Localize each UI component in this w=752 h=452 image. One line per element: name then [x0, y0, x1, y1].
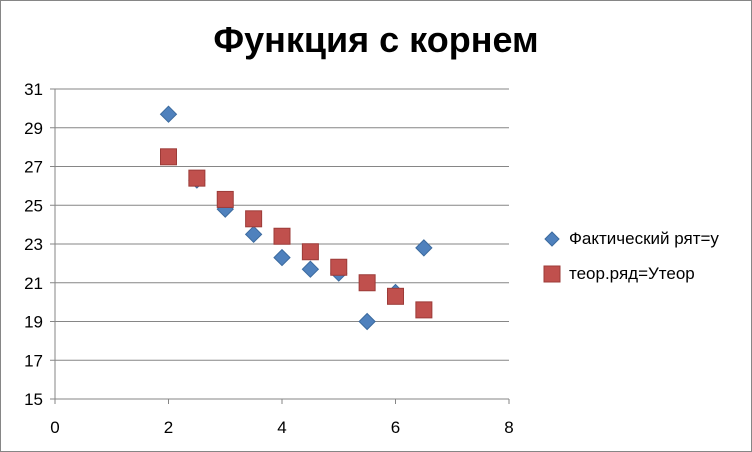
series-0-point-9 — [415, 239, 433, 257]
legend-diamond-marker-icon — [543, 230, 561, 248]
y-tick-label-17: 17 — [24, 351, 43, 370]
series-0-point-5 — [301, 260, 320, 278]
series-0-point-0 — [159, 105, 178, 123]
x-tick-label-8: 8 — [504, 418, 513, 437]
legend-label-actual: Фактический рят=у — [569, 229, 719, 248]
y-tick-label-19: 19 — [24, 313, 43, 332]
series-1-point-7 — [358, 274, 376, 292]
y-tick-label-31: 31 — [24, 80, 43, 99]
x-tick-label-0: 0 — [50, 418, 59, 437]
y-tick-label-27: 27 — [24, 158, 43, 177]
series-1-point-3 — [245, 210, 263, 228]
series-0-point-3 — [244, 225, 263, 244]
y-tick-label-23: 23 — [24, 235, 43, 254]
legend-label-theoretical: теор.ряд=Утеор — [569, 264, 695, 283]
series-1-point-5 — [301, 243, 319, 261]
series-0-point-4 — [273, 248, 291, 267]
series-1-point-4 — [273, 227, 291, 245]
y-tick-label-21: 21 — [24, 274, 43, 293]
y-tick-label-29: 29 — [24, 119, 43, 138]
series-0-point-7 — [358, 312, 376, 331]
series-1-point-0 — [160, 148, 177, 166]
y-tick-label-25: 25 — [24, 196, 43, 215]
series-1-point-2 — [216, 190, 234, 208]
series-1-point-6 — [330, 258, 348, 276]
legend: Фактический рят=у теор.ряд=Утеор — [543, 227, 719, 297]
chart-title: Функция с корнем — [213, 19, 539, 60]
x-tick-label-6: 6 — [391, 418, 400, 437]
series-1-point-8 — [387, 287, 404, 305]
legend-item-actual: Фактический рят=у — [543, 227, 719, 251]
legend-square-marker-icon — [543, 265, 561, 283]
x-tick-label-4: 4 — [277, 418, 286, 437]
legend-item-theoretical: теор.ряд=Утеор — [543, 262, 719, 286]
series-1-point-9 — [415, 301, 433, 319]
y-tick-label-15: 15 — [24, 390, 43, 409]
series-1-point-1 — [188, 169, 206, 187]
x-tick-label-2: 2 — [164, 418, 173, 437]
